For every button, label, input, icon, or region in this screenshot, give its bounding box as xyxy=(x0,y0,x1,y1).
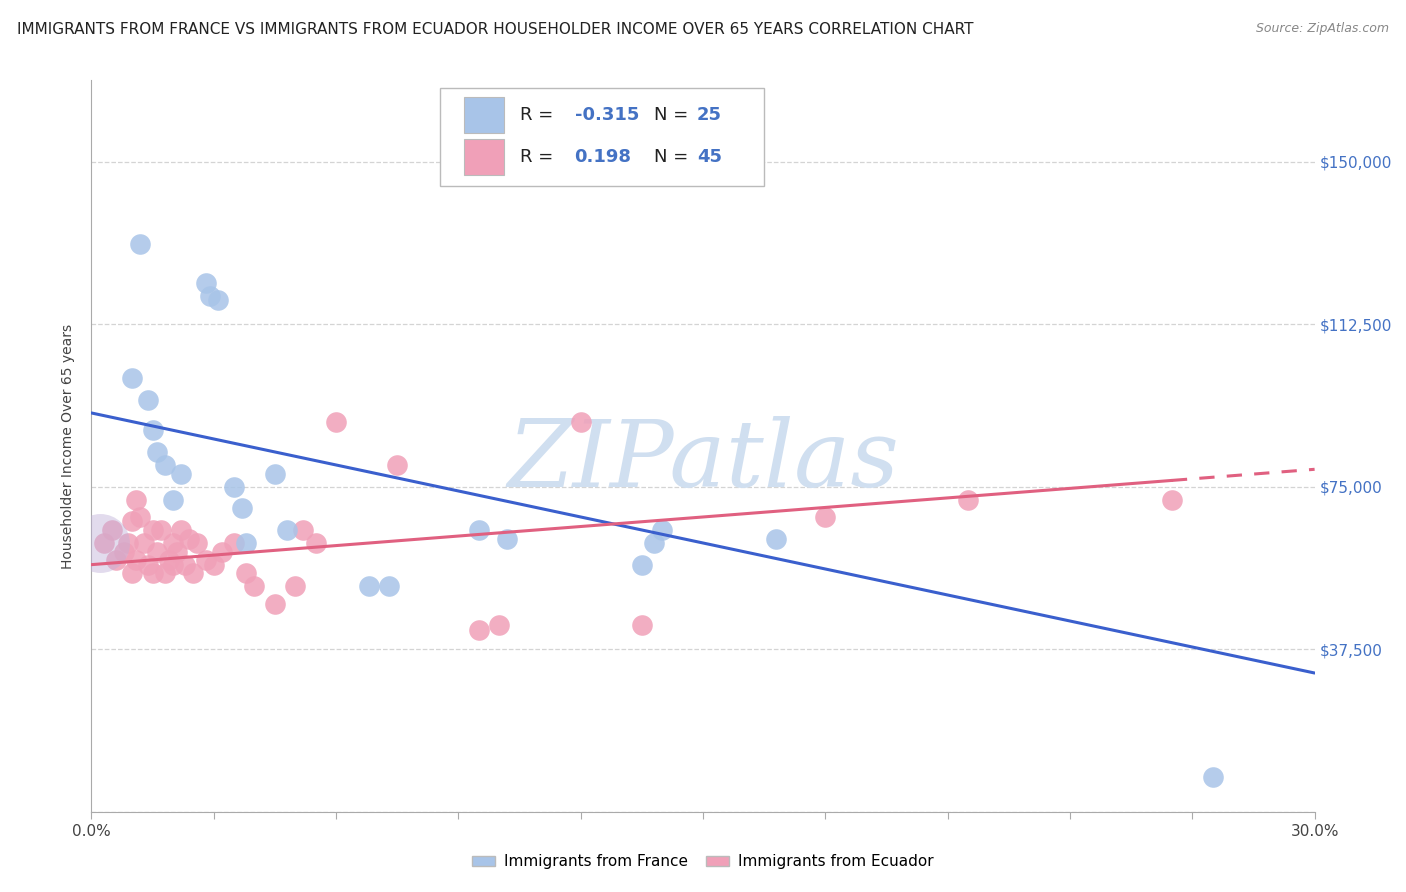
Point xyxy=(276,523,298,537)
Point xyxy=(141,423,163,437)
Point xyxy=(222,536,246,550)
Point xyxy=(292,523,315,537)
FancyBboxPatch shape xyxy=(464,96,503,133)
Point xyxy=(138,392,160,407)
Point xyxy=(125,492,148,507)
Point xyxy=(231,501,253,516)
Point xyxy=(202,558,225,572)
Text: N =: N = xyxy=(654,106,695,124)
Point xyxy=(198,289,221,303)
Point xyxy=(141,566,163,581)
Point xyxy=(153,458,176,472)
Point xyxy=(121,371,143,385)
Point xyxy=(89,536,111,550)
Point xyxy=(378,579,401,593)
Point xyxy=(385,458,409,472)
Point xyxy=(264,467,287,481)
Point xyxy=(121,514,143,528)
Point xyxy=(170,523,193,537)
Text: -0.315: -0.315 xyxy=(575,106,638,124)
Text: Source: ZipAtlas.com: Source: ZipAtlas.com xyxy=(1256,22,1389,36)
Point xyxy=(183,566,205,581)
Point xyxy=(304,536,326,550)
Text: ZIPatlas: ZIPatlas xyxy=(508,416,898,506)
Point xyxy=(194,553,217,567)
Text: N =: N = xyxy=(654,148,695,166)
Text: R =: R = xyxy=(520,148,558,166)
Point xyxy=(651,523,673,537)
Point xyxy=(222,480,246,494)
Point xyxy=(117,536,139,550)
Point xyxy=(162,536,184,550)
Point xyxy=(264,597,287,611)
Point xyxy=(957,492,980,507)
Point xyxy=(1161,492,1184,507)
Point xyxy=(325,415,347,429)
Point xyxy=(153,566,176,581)
Point xyxy=(141,523,163,537)
Point xyxy=(162,492,184,507)
Point xyxy=(179,532,201,546)
Y-axis label: Householder Income Over 65 years: Householder Income Over 65 years xyxy=(62,324,76,568)
Point xyxy=(170,467,193,481)
Point xyxy=(496,532,519,546)
Point xyxy=(643,536,665,550)
Point xyxy=(145,445,167,459)
Point xyxy=(243,579,266,593)
Point xyxy=(357,579,380,593)
Point xyxy=(129,510,152,524)
Point xyxy=(235,566,257,581)
Point xyxy=(467,523,491,537)
Point xyxy=(125,553,148,567)
Point xyxy=(129,236,152,251)
FancyBboxPatch shape xyxy=(464,138,503,175)
Text: IMMIGRANTS FROM FRANCE VS IMMIGRANTS FROM ECUADOR HOUSEHOLDER INCOME OVER 65 YEA: IMMIGRANTS FROM FRANCE VS IMMIGRANTS FRO… xyxy=(17,22,973,37)
Text: 0.198: 0.198 xyxy=(575,148,631,166)
Point xyxy=(112,544,135,558)
Text: R =: R = xyxy=(520,106,558,124)
Point xyxy=(186,536,208,550)
Point xyxy=(569,415,592,429)
Point xyxy=(93,536,115,550)
Point xyxy=(104,553,127,567)
Point xyxy=(162,558,184,572)
Point xyxy=(814,510,837,524)
Point xyxy=(765,532,787,546)
Text: 45: 45 xyxy=(697,148,721,166)
Point xyxy=(174,558,197,572)
Legend: Immigrants from France, Immigrants from Ecuador: Immigrants from France, Immigrants from … xyxy=(465,848,941,875)
Point xyxy=(631,618,654,632)
Point xyxy=(134,536,156,550)
Point xyxy=(157,553,180,567)
Point xyxy=(207,293,229,308)
Point xyxy=(211,544,233,558)
Point xyxy=(467,623,491,637)
Point xyxy=(145,544,167,558)
Point xyxy=(194,276,217,290)
Point xyxy=(631,558,654,572)
Point xyxy=(166,544,188,558)
Point xyxy=(488,618,510,632)
Point xyxy=(138,558,160,572)
Point xyxy=(149,523,172,537)
Point xyxy=(101,523,124,537)
Text: 25: 25 xyxy=(697,106,721,124)
Point xyxy=(1202,770,1225,784)
Point xyxy=(284,579,307,593)
Point xyxy=(235,536,257,550)
FancyBboxPatch shape xyxy=(440,87,765,186)
Point xyxy=(121,566,143,581)
